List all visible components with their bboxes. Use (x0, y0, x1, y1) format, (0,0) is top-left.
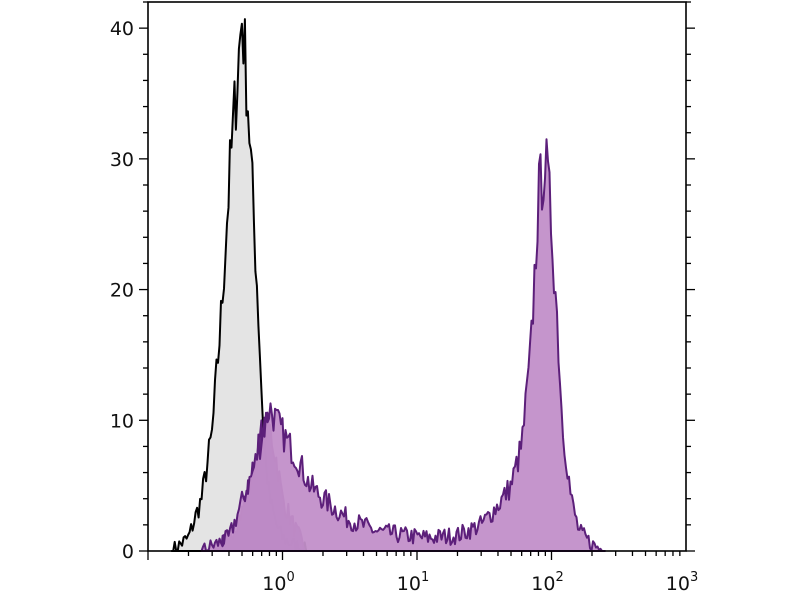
series-layer (170, 18, 606, 552)
labels-layer: 0 10 20 30 40 100 101 102 103 (110, 18, 698, 595)
ticks-layer (139, 1, 695, 560)
x-tick-label: 100 (262, 570, 294, 595)
x-tick-label: 103 (666, 570, 698, 595)
y-tick-label: 20 (110, 280, 134, 302)
y-tick-label: 0 (122, 541, 134, 563)
y-tick-label: 10 (110, 410, 134, 432)
histogram-series-3 (200, 138, 606, 552)
y-tick-label: 40 (110, 18, 134, 40)
x-tick-label: 101 (397, 570, 429, 595)
x-tick-label: 102 (531, 570, 563, 595)
y-tick-label: 30 (110, 149, 134, 171)
